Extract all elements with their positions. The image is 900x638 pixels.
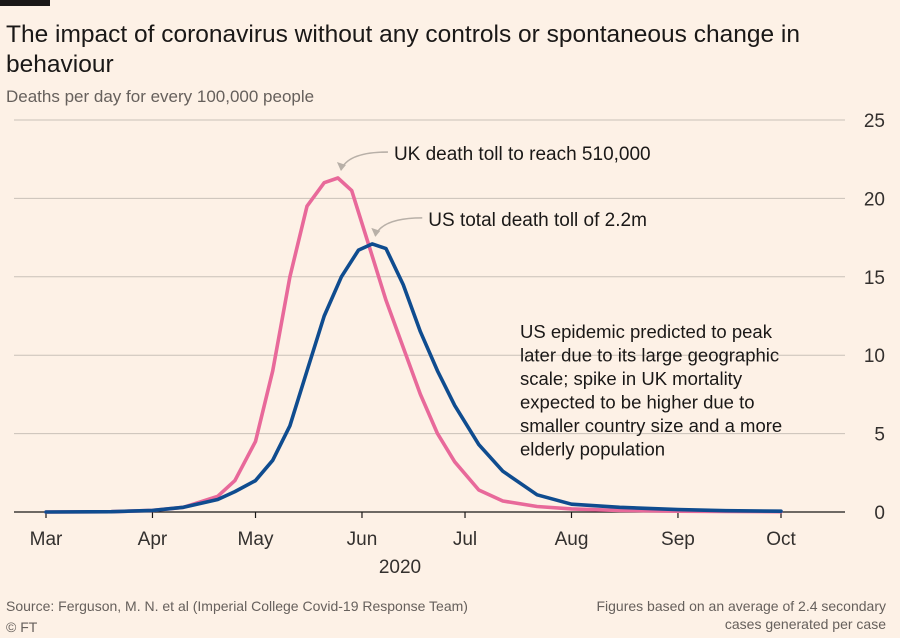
annotation-arrow: [374, 217, 423, 237]
annotation-arrowhead: [336, 162, 346, 172]
x-tick-label: Jun: [347, 529, 378, 550]
annotation-arrow: [340, 151, 388, 171]
y-tick-label: 20: [864, 189, 885, 210]
footnote: Figures based on an average of 2.4 secon…: [596, 598, 886, 632]
annotation-note-line: smaller country size and a more: [520, 415, 782, 436]
y-tick-label: 10: [864, 346, 885, 367]
annotation-label: UK death toll to reach 510,000: [394, 144, 651, 165]
annotation-note-line: scale; spike in UK mortality: [520, 368, 743, 389]
series-line-us: [44, 242, 783, 514]
annotation-note-line: elderly population: [520, 439, 665, 460]
annotation-label: US total death toll of 2.2m: [428, 210, 647, 231]
annotation-arrowhead: [371, 227, 381, 237]
annotation-note-line: later due to its large geographic: [520, 345, 779, 366]
x-year-label: 2020: [379, 557, 421, 578]
source-note: Source: Ferguson, M. N. et al (Imperial …: [6, 598, 468, 614]
annotation-note-line: expected to be higher due to: [520, 392, 755, 413]
y-tick-label: 0: [874, 503, 885, 524]
chart-title: The impact of coronavirus without any co…: [6, 21, 800, 78]
y-tick-label: 5: [874, 425, 885, 446]
y-tick-label: 15: [864, 268, 885, 289]
x-tick-label: Sep: [661, 529, 695, 550]
ft-credit: © FT: [6, 619, 38, 635]
x-tick-label: Aug: [555, 529, 589, 550]
annotation-note-line: US epidemic predicted to peak: [520, 321, 773, 342]
top-accent-bar: [0, 0, 50, 6]
x-tick-label: May: [238, 529, 274, 550]
x-tick-label: Apr: [138, 529, 168, 550]
x-tick-label: Mar: [30, 529, 63, 550]
x-tick-label: Jul: [453, 529, 477, 550]
annotation-note: US epidemic predicted to peak later due t…: [520, 321, 782, 460]
x-tick-label: Oct: [766, 529, 796, 550]
chart-subtitle: Deaths per day for every 100,000 people: [6, 87, 315, 106]
y-tick-label: 25: [864, 111, 885, 132]
